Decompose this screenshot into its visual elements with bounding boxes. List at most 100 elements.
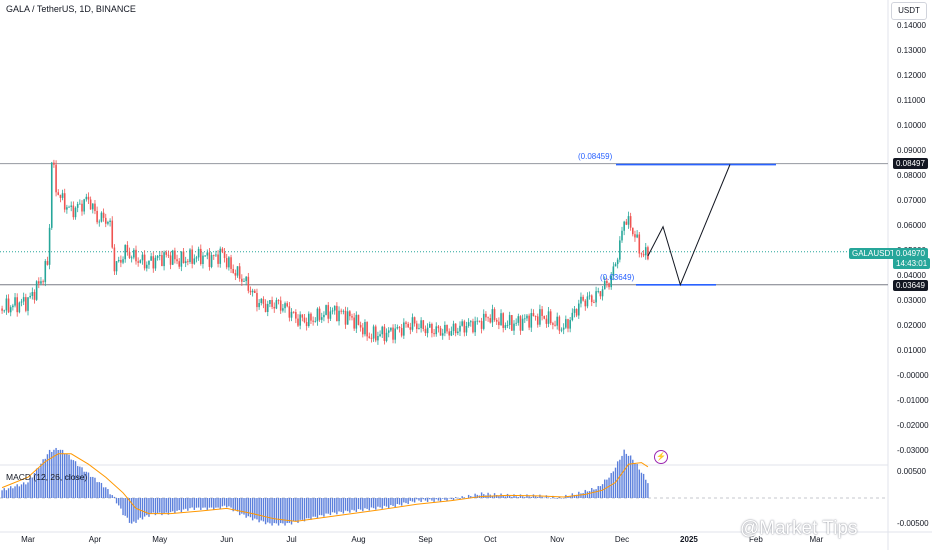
macd-histogram-bar (288, 498, 291, 523)
candle-body (359, 324, 362, 328)
macd-histogram-bar (321, 498, 323, 516)
x-tick-label: Apr (88, 535, 102, 544)
candle-body (165, 252, 168, 255)
candle-body (582, 296, 584, 301)
macd-histogram-bar (416, 498, 418, 500)
candle-body (480, 321, 483, 329)
candle-body (511, 315, 513, 331)
macd-histogram-bar (323, 498, 325, 517)
candle-body (187, 261, 189, 263)
macd-histogram-bar (476, 494, 478, 498)
macd-histogram-bar (372, 498, 375, 509)
candle-body (55, 164, 57, 193)
candle-body (325, 305, 327, 315)
candle-body (74, 207, 77, 218)
y-tick-label: 0.13000 (897, 46, 926, 55)
candle-body (392, 327, 394, 340)
candle-body (400, 327, 403, 336)
macd-histogram-bar (251, 498, 254, 521)
macd-histogram-bar (636, 463, 638, 498)
macd-histogram-bar (146, 498, 148, 516)
macd-histogram-bar (187, 498, 189, 511)
macd-histogram-bar (359, 498, 362, 510)
candle-body (174, 250, 176, 260)
macd-histogram-bar (42, 459, 44, 498)
candle-body (195, 257, 198, 259)
candle-body (366, 322, 368, 337)
candle-body (243, 281, 245, 282)
macd-histogram-bar (264, 498, 267, 525)
candle-body (521, 318, 524, 331)
macd-histogram-bar (243, 498, 245, 515)
macd-histogram-bar (89, 476, 92, 498)
candle-body (608, 283, 610, 288)
currency-button[interactable]: USDT (891, 2, 927, 20)
macd-histogram-bar (98, 482, 100, 498)
macd-histogram-bar (454, 497, 457, 498)
y-tick-label: -0.01000 (897, 396, 929, 405)
macd-histogram-bar (329, 498, 332, 516)
candle-body (35, 281, 38, 300)
candle-body (303, 317, 306, 323)
target-level-label: (0.08459) (578, 152, 613, 161)
candle-body (124, 244, 126, 260)
candle-body (70, 205, 72, 207)
macd-histogram-bar (236, 498, 239, 512)
candle-body (7, 298, 10, 313)
candle-body (502, 313, 504, 328)
macd-histogram-bar (370, 498, 373, 508)
candle-body (158, 255, 161, 257)
candle-body (457, 331, 459, 334)
macd-histogram-bar (344, 498, 347, 511)
bolt-icon[interactable]: ⚡ (654, 450, 668, 464)
macd-pane (0, 447, 888, 526)
macd-histogram-bar (586, 491, 589, 498)
macd-histogram-bar (290, 498, 293, 525)
candle-body (411, 317, 414, 330)
macd-histogram-bar (234, 498, 237, 511)
macd-histogram-bar (608, 477, 610, 498)
candle-body (372, 326, 375, 339)
candle-body (331, 310, 334, 312)
macd-histogram-bar (213, 498, 215, 510)
macd-histogram-bar (336, 498, 338, 515)
macd-histogram-bar (280, 498, 282, 524)
macd-histogram-bar (12, 488, 14, 498)
candle-body (42, 281, 44, 283)
candle-body (184, 261, 187, 264)
candle-body (98, 221, 101, 223)
candle-body (128, 251, 131, 258)
macd-histogram-bar (282, 498, 284, 524)
candle-body (3, 310, 6, 312)
candle-body (133, 249, 135, 258)
macd-histogram-bar (33, 473, 36, 498)
macd-histogram-bar (25, 484, 27, 498)
candle-body (357, 314, 360, 325)
macd-histogram-bar (524, 497, 526, 498)
y-tick-label: 0.12000 (897, 71, 926, 80)
macd-histogram-bar (567, 496, 569, 498)
macd-histogram-bar (262, 498, 265, 522)
x-tick-label: Mar (809, 535, 824, 544)
macd-histogram-bar (439, 498, 442, 502)
candle-body (297, 318, 299, 326)
candle-body (346, 311, 349, 325)
candle-body (193, 258, 196, 264)
macd-histogram-bar (463, 497, 466, 498)
projection-path (647, 164, 731, 287)
candle-body (251, 290, 254, 293)
candle-body (176, 259, 178, 262)
macd-histogram-bar (392, 498, 394, 506)
y-tick-label: 0.06000 (897, 221, 926, 230)
candle-body (266, 304, 269, 312)
candle-body (513, 323, 515, 331)
candle-body (210, 255, 213, 267)
candle-body (487, 317, 489, 319)
candle-body (636, 234, 638, 238)
macd-histogram-bar (403, 498, 405, 503)
candle-body (569, 320, 571, 329)
macd-histogram-bar (390, 498, 392, 506)
macd-indicator-label[interactable]: MACD (12, 26, close) (6, 472, 88, 482)
macd-histogram-bar (534, 496, 537, 498)
